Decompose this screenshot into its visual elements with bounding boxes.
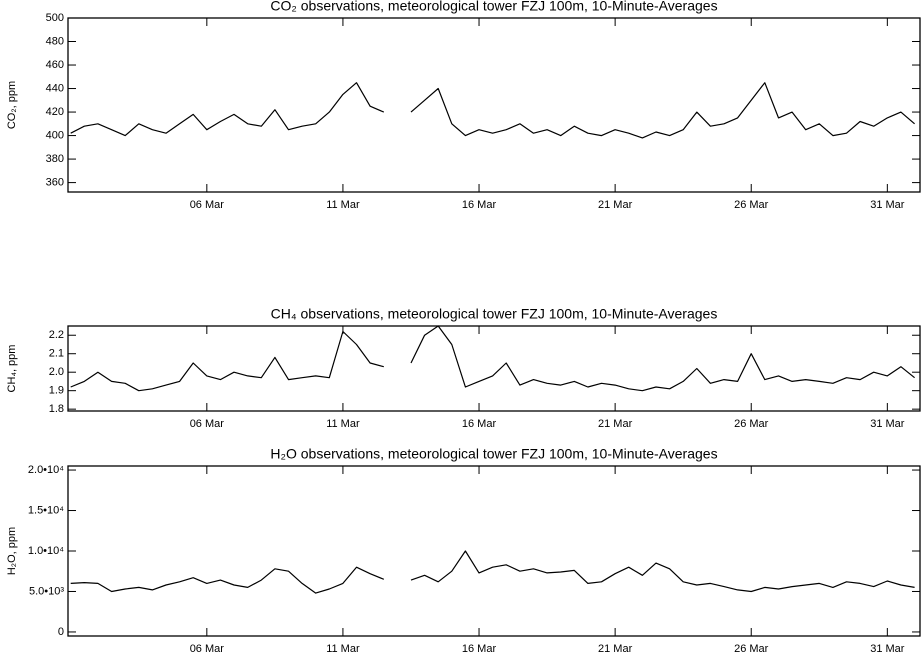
data-line — [410, 82, 915, 139]
y-tick-label: 360 — [46, 177, 64, 189]
y-tick-label: 2.0•10⁴ — [28, 464, 64, 476]
y-tick-label: 440 — [46, 82, 64, 94]
data-line — [70, 82, 385, 137]
x-tick-label: 31 Mar — [870, 418, 905, 430]
plot-frame — [67, 17, 921, 193]
y-tick-label: 2.1 — [49, 348, 64, 360]
y-tick-label: 1.5•10⁴ — [28, 504, 64, 516]
x-tick-label: 16 Mar — [462, 199, 497, 211]
data-line — [410, 550, 915, 593]
x-tick-label: 21 Mar — [598, 418, 633, 430]
y-tick-label: 1.0•10⁴ — [28, 545, 64, 557]
data-line — [70, 566, 385, 594]
y-tick-label: 1.8 — [49, 403, 64, 415]
y-tick-label: 500 — [46, 12, 64, 24]
y-tick-label: 2.2 — [49, 329, 64, 341]
data-line — [70, 330, 384, 392]
y-tick-label: 480 — [46, 35, 64, 47]
x-tick-label: 21 Mar — [598, 643, 633, 652]
y-tick-label: 400 — [46, 129, 64, 141]
y-tick-label: 5.0•10³ — [29, 585, 64, 597]
y-tick-label: 380 — [46, 153, 64, 165]
x-tick-label: 26 Mar — [734, 418, 769, 430]
x-tick-label: 26 Mar — [734, 199, 769, 211]
x-tick-label: 16 Mar — [462, 643, 497, 652]
x-tick-label: 11 Mar — [326, 199, 360, 211]
x-tick-label: 26 Mar — [734, 643, 769, 652]
plot-frame — [67, 325, 921, 412]
y-tick-label: 2.0 — [49, 366, 64, 378]
x-tick-label: 31 Mar — [870, 199, 905, 211]
x-tick-label: 11 Mar — [326, 643, 360, 652]
y-tick-label: 420 — [46, 106, 64, 118]
chart-title: CO₂ observations, meteorological tower F… — [270, 0, 717, 14]
chart-title: H₂O observations, meteorological tower F… — [270, 446, 717, 462]
y-tick-label: 460 — [46, 59, 64, 71]
y-tick-label: 1.9 — [49, 385, 64, 397]
y-axis-label: H₂O, ppm — [6, 527, 18, 575]
x-tick-label: 11 Mar — [326, 418, 360, 430]
chart-title: CH₄ observations, meteorological tower F… — [271, 306, 718, 322]
x-tick-label: 16 Mar — [462, 418, 497, 430]
y-axis-label: CO₂, ppm — [6, 81, 18, 129]
x-tick-label: 06 Mar — [190, 199, 225, 211]
x-tick-label: 21 Mar — [598, 199, 633, 211]
y-tick-label: 0 — [58, 626, 64, 638]
plot-frame — [67, 465, 921, 637]
x-tick-label: 06 Mar — [190, 643, 225, 652]
y-axis-label: CH₄, ppm — [6, 345, 18, 393]
data-line — [410, 325, 915, 392]
x-tick-label: 31 Mar — [870, 643, 905, 652]
x-tick-label: 06 Mar — [190, 418, 225, 430]
